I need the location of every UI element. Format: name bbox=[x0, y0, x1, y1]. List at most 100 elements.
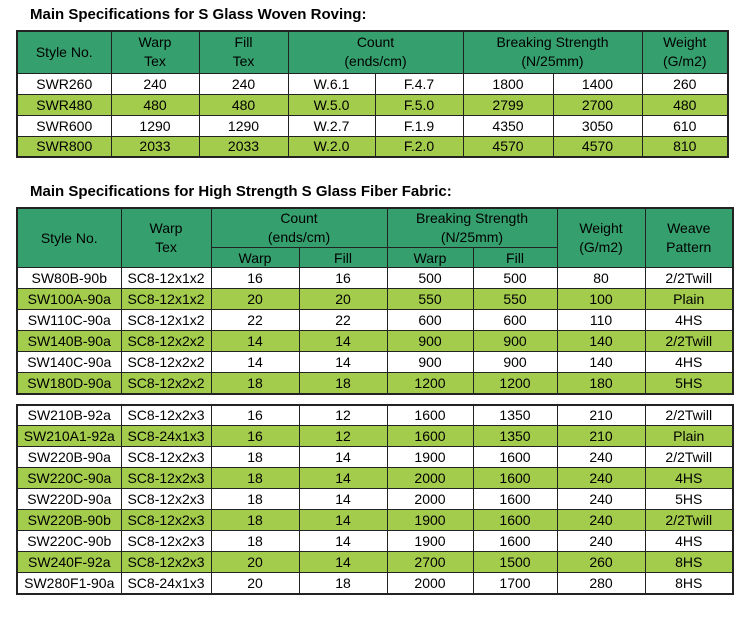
cell-count-fill: 14 bbox=[298, 530, 388, 552]
cell-weave-pattern: 2/2Twill bbox=[644, 446, 734, 468]
cell-bs-fill: 4570 bbox=[552, 135, 643, 158]
cell-count-warp: 18 bbox=[210, 467, 300, 489]
table-row: SW220C-90b SC8-12x2x3 18 14 1900 1600 24… bbox=[16, 530, 734, 552]
table-subheader-row: Warp Fill Warp Fill bbox=[17, 247, 733, 268]
cell-count-warp: 18 bbox=[210, 446, 300, 468]
cell-weave-pattern: 2/2Twill bbox=[644, 509, 734, 531]
cell-count-warp: W.2.7 bbox=[287, 114, 376, 137]
cell-bs-warp: 2799 bbox=[462, 93, 554, 116]
cell-style-no: SW280F1-90a bbox=[16, 572, 122, 594]
cell-bs-fill: 1600 bbox=[472, 530, 558, 552]
cell-weight: 180 bbox=[556, 372, 646, 394]
cell-warp-tex: SC8-12x2x3 bbox=[120, 488, 212, 510]
cell-bs-warp: 1900 bbox=[386, 509, 474, 531]
cell-weave-pattern: 5HS bbox=[644, 372, 734, 394]
cell-bs-fill: 1350 bbox=[472, 425, 558, 447]
cell-warp-tex: 2033 bbox=[110, 135, 200, 158]
cell-weight: 210 bbox=[556, 425, 646, 447]
cell-weave-pattern: 2/2Twill bbox=[644, 267, 734, 289]
cell-weight: 240 bbox=[556, 530, 646, 552]
cell-weave-pattern: 4HS bbox=[644, 530, 734, 552]
table-header-row: Style No. Warp Tex Count (ends/cm) Breakin… bbox=[16, 207, 734, 268]
cell-weave-pattern: 8HS bbox=[644, 551, 734, 573]
header-warp-tex: Warp Tex bbox=[110, 30, 200, 74]
cell-warp-tex: 240 bbox=[110, 72, 200, 95]
cell-bs-fill: 1500 bbox=[472, 551, 558, 573]
cell-warp-tex: 1290 bbox=[110, 114, 200, 137]
table-row: SW180D-90a SC8-12x2x2 18 18 1200 1200 18… bbox=[16, 372, 734, 394]
subheader-bs-fill: Fill bbox=[472, 247, 558, 268]
table-row: SW220B-90b SC8-12x2x3 18 14 1900 1600 24… bbox=[16, 509, 734, 531]
table-row: SW240F-92a SC8-12x2x3 20 14 2700 1500 26… bbox=[16, 551, 734, 573]
cell-bs-fill: 1400 bbox=[552, 72, 643, 95]
cell-weight: 610 bbox=[641, 114, 729, 137]
cell-warp-tex: SC8-12x2x2 bbox=[120, 372, 212, 394]
table-row: SW140B-90a SC8-12x2x2 14 14 900 900 140 … bbox=[16, 330, 734, 352]
cell-style-no: SW110C-90a bbox=[16, 309, 122, 331]
cell-count-warp: 20 bbox=[210, 551, 300, 573]
high-strength-fabric-table-block2: SW210B-92a SC8-12x2x3 16 12 1600 1350 21… bbox=[16, 403, 734, 595]
cell-bs-warp: 600 bbox=[386, 309, 474, 331]
header-breaking-strength: Breaking Strength (N/25mm) bbox=[386, 207, 558, 248]
cell-count-warp: 20 bbox=[210, 288, 300, 310]
table-header-row: Style No. Warp Tex Fill Tex Count (ends/cm)… bbox=[16, 30, 729, 74]
cell-weight: 260 bbox=[556, 551, 646, 573]
table-row: SW140C-90a SC8-12x2x2 14 14 900 900 140 … bbox=[16, 351, 734, 373]
cell-style-no: SW220B-90b bbox=[16, 509, 122, 531]
cell-count-warp: 14 bbox=[210, 330, 300, 352]
cell-warp-tex: SC8-24x1x3 bbox=[120, 572, 212, 594]
cell-style-no: SWR600 bbox=[16, 114, 112, 137]
cell-bs-warp: 1800 bbox=[462, 72, 554, 95]
header-fill-tex: Fill Tex bbox=[198, 30, 289, 74]
cell-fill-tex: 240 bbox=[198, 72, 289, 95]
cell-count-fill: 12 bbox=[298, 404, 388, 426]
cell-bs-warp: 2000 bbox=[386, 467, 474, 489]
table-row: SW110C-90a SC8-12x1x2 22 22 600 600 110 … bbox=[16, 309, 734, 331]
cell-bs-warp: 500 bbox=[386, 267, 474, 289]
table-row: SW210B-92a SC8-12x2x3 16 12 1600 1350 21… bbox=[16, 404, 734, 426]
cell-bs-warp: 4570 bbox=[462, 135, 554, 158]
cell-weave-pattern: 5HS bbox=[644, 488, 734, 510]
cell-weight: 810 bbox=[641, 135, 729, 158]
cell-count-warp: 20 bbox=[210, 572, 300, 594]
cell-count-warp: 18 bbox=[210, 530, 300, 552]
cell-style-no: SW220D-90a bbox=[16, 488, 122, 510]
cell-weave-pattern: 2/2Twill bbox=[644, 330, 734, 352]
cell-count-fill: 14 bbox=[298, 467, 388, 489]
cell-style-no: SW180D-90a bbox=[16, 372, 122, 394]
cell-count-warp: 14 bbox=[210, 351, 300, 373]
cell-weight: 240 bbox=[556, 446, 646, 468]
cell-bs-fill: 3050 bbox=[552, 114, 643, 137]
cell-weave-pattern: Plain bbox=[644, 425, 734, 447]
cell-style-no: SW140B-90a bbox=[16, 330, 122, 352]
cell-count-warp: W.6.1 bbox=[287, 72, 376, 95]
cell-fill-tex: 2033 bbox=[198, 135, 289, 158]
cell-weight: 480 bbox=[641, 93, 729, 116]
cell-bs-fill: 550 bbox=[472, 288, 558, 310]
cell-weave-pattern: 4HS bbox=[644, 309, 734, 331]
table-row: SW220C-90a SC8-12x2x3 18 14 2000 1600 24… bbox=[16, 467, 734, 489]
table-row: SW100A-90a SC8-12x1x2 20 20 550 550 100 … bbox=[16, 288, 734, 310]
cell-bs-warp: 1900 bbox=[386, 446, 474, 468]
cell-count-warp: 16 bbox=[210, 425, 300, 447]
cell-warp-tex: SC8-12x1x2 bbox=[120, 309, 212, 331]
cell-bs-fill: 1200 bbox=[472, 372, 558, 394]
cell-weight: 210 bbox=[556, 404, 646, 426]
cell-count-fill: 14 bbox=[298, 509, 388, 531]
cell-bs-warp: 900 bbox=[386, 351, 474, 373]
cell-style-no: SWR480 bbox=[16, 93, 112, 116]
cell-bs-fill: 2700 bbox=[552, 93, 643, 116]
cell-count-warp: 16 bbox=[210, 267, 300, 289]
cell-bs-fill: 1600 bbox=[472, 509, 558, 531]
page: Main Specifications for S Glass Woven Ro… bbox=[16, 6, 734, 595]
cell-warp-tex: SC8-24x1x3 bbox=[120, 425, 212, 447]
cell-warp-tex: SC8-12x2x2 bbox=[120, 330, 212, 352]
cell-count-fill: 14 bbox=[298, 446, 388, 468]
cell-bs-warp: 900 bbox=[386, 330, 474, 352]
cell-count-warp: W.2.0 bbox=[287, 135, 376, 158]
table-row: SW280F1-90a SC8-24x1x3 20 18 2000 1700 2… bbox=[16, 572, 734, 594]
subheader-bs-warp: Warp bbox=[386, 247, 474, 268]
table-row: SWR800 2033 2033 W.2.0 F.2.0 4570 4570 8… bbox=[16, 135, 729, 158]
cell-weight: 260 bbox=[641, 72, 729, 95]
s-glass-woven-roving-table: Style No. Warp Tex Fill Tex Count (ends/cm)… bbox=[16, 30, 729, 158]
